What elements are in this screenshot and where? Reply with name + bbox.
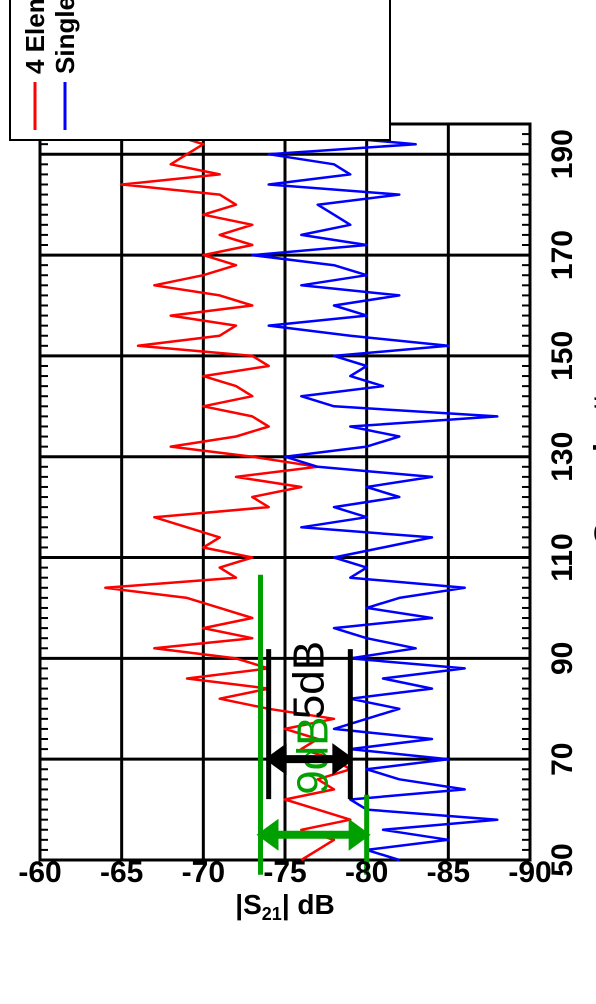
annotation-5db: 5dB [264,641,355,800]
annotation-label: 5dB [285,641,334,719]
annotation-arrow-head [332,743,355,776]
x-tick-label: 170 [546,230,579,280]
x-tick-label: 50 [546,843,579,876]
legend [9,0,391,141]
annotation-arrow-head [348,818,371,851]
y-tick-label: -65 [100,856,143,889]
annotation-arrow-head [264,743,287,776]
y-tick-label: -90 [508,856,551,889]
y-tick-label: -60 [18,856,61,889]
y-axis-label-unit: | dB [282,889,335,920]
legend-box [9,0,391,141]
x-tick-label: 130 [546,432,579,482]
y-axis-label-sub: 21 [262,904,282,924]
y-tick-label: -75 [263,856,306,889]
plot-layer: 9dB5dB 50 70 90 110 130 150 170 190 -60 -65 -70 -7… [18,122,596,924]
annotations: 9dB5dB [256,574,371,875]
x-tick-labels: 50 70 90 110 130 150 170 190 [546,129,579,876]
x-tick-label: 70 [546,742,579,775]
y-tick-label: -80 [345,856,388,889]
annotation-arrow-head [256,818,279,851]
series-line-single-antenna [251,122,499,862]
x-tick-label: 110 [546,533,579,581]
legend-entries: 4 Element BeamformingSingle Antenna [20,0,80,130]
legend-label: 4 Element Beamforming [20,0,50,74]
y-axis-label-main: |S [235,889,262,920]
x-tick-label: 90 [546,642,579,675]
y-axis-label: |S21| dB [235,889,334,924]
legend-label: Single Antenna [50,0,80,74]
x-tick-label: 150 [546,331,579,381]
grid [40,123,530,861]
y-tick-label: -70 [182,856,225,889]
x-axis-label: Sample # [588,395,596,544]
y-tick-label: -85 [427,856,470,889]
y-tick-labels: -60 -65 -70 -75 -80 -85 -90 [18,856,551,889]
series-line-beamforming [104,122,352,862]
series-group [104,122,499,862]
x-tick-label: 190 [546,129,579,179]
